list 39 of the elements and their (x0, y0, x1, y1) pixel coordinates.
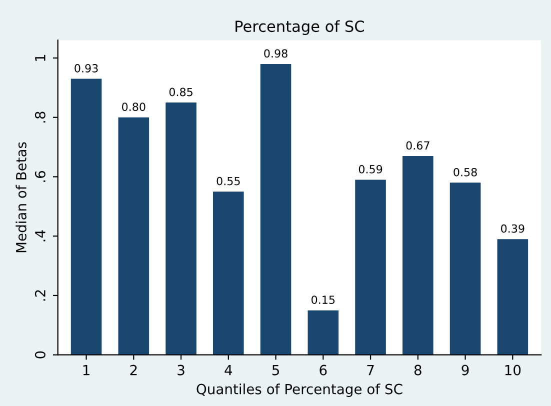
y-tick-label: 0 (34, 351, 46, 358)
bar (497, 239, 528, 355)
x-tick-label: 9 (462, 364, 469, 376)
y-tick-label: 1 (35, 54, 46, 61)
bar (450, 182, 481, 355)
x-tick-label: 6 (320, 364, 327, 376)
data-label: 0.93 (74, 64, 98, 72)
y-axis-title: Median of Betas (16, 142, 26, 252)
chart-title: Percentage of SC (236, 20, 364, 36)
data-label: 0.85 (169, 88, 192, 96)
y-tick-label: .6 (34, 170, 46, 182)
bar (260, 64, 292, 355)
x-tick-label: 7 (367, 364, 374, 376)
data-label: 0.15 (312, 296, 335, 304)
bar (70, 78, 102, 355)
x-tick-label: 8 (414, 364, 422, 376)
data-label: 0.80 (122, 102, 146, 112)
x-tick-label: 4 (224, 364, 232, 376)
y-tick-label: .8 (34, 112, 46, 123)
bar (402, 156, 434, 355)
bar (118, 117, 150, 355)
y-tick-label: .4 (35, 230, 46, 242)
bar (308, 310, 339, 355)
y-tick-label: .2 (34, 290, 46, 301)
bar (355, 180, 386, 355)
bar (166, 102, 196, 355)
data-label: 0.98 (264, 49, 288, 58)
data-label: 0.39 (501, 224, 524, 233)
x-tick-label: 10 (505, 364, 521, 376)
bar (213, 192, 244, 355)
x-tick-label: 3 (178, 364, 184, 376)
x-tick-label: 1 (83, 364, 90, 376)
data-label: 0.59 (358, 164, 382, 174)
x-axis-title: Quantiles of Percentage of SC (196, 384, 402, 398)
data-label: 0.58 (454, 168, 477, 176)
data-label: 0.55 (216, 176, 240, 186)
data-label: 0.67 (406, 141, 430, 150)
x-tick-label: 2 (130, 364, 137, 376)
x-tick-label: 5 (272, 364, 279, 376)
